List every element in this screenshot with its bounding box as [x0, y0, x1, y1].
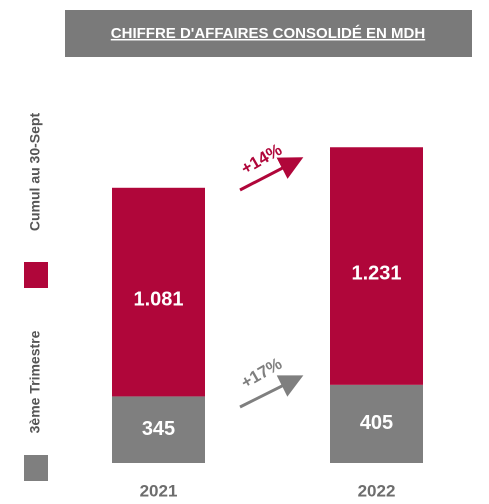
x-tick-label: 2022 [358, 481, 396, 500]
annotation: +14% [238, 140, 286, 178]
legend-swatch [24, 262, 48, 288]
title-banner [65, 10, 472, 57]
bar-segment [112, 187, 205, 397]
arrow [239, 375, 304, 409]
data-label: 405 [360, 412, 393, 434]
data-label: 345 [142, 418, 175, 440]
arrow [239, 157, 304, 192]
legend-label: Cumul au 30-Sept [27, 113, 43, 232]
data-label: 1.231 [351, 262, 401, 284]
bar-segment [330, 147, 423, 385]
bar-segment [112, 396, 205, 463]
legend-swatch [24, 455, 48, 481]
chart-title: CHIFFRE D'AFFAIRES CONSOLIDÉ EN MDH [111, 25, 425, 42]
bar-segment [330, 384, 423, 463]
data-label: 1.081 [133, 288, 183, 310]
legend-label: 3ème Trimestre [27, 330, 43, 433]
x-tick-label: 2021 [140, 481, 178, 500]
